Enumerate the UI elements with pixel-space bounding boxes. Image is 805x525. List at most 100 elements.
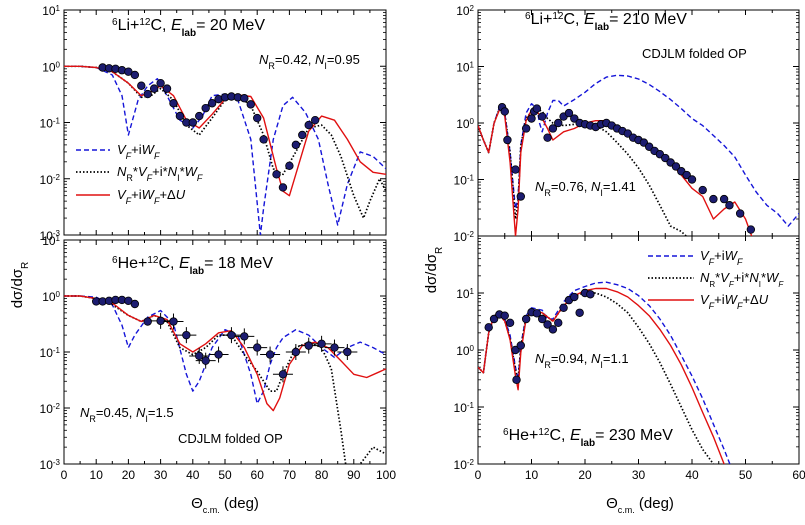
curve-solid [478, 287, 725, 464]
legend-label-renorm: NR*VF+i*NI*WF [117, 164, 203, 183]
data-point [253, 343, 262, 352]
panel-title-he6-18: 6He+12C, Elab= 18 MeV [112, 255, 273, 277]
data-point [698, 185, 707, 195]
norm-annotation-li6-210: NR=0.76, NI=1.41 [535, 179, 636, 198]
data-point [278, 370, 288, 379]
data-point [554, 318, 563, 328]
data-point [512, 375, 521, 385]
x-tick-label: 10 [525, 468, 539, 482]
data-point [310, 115, 320, 125]
data-point [500, 107, 509, 116]
data-point [272, 170, 281, 179]
data-point [207, 99, 217, 108]
data-point [554, 118, 563, 128]
curve-dotted [64, 65, 386, 219]
method-annotation-li6-210: CDJLM folded OP [642, 46, 747, 61]
data-point [343, 347, 352, 357]
data-point [575, 308, 584, 317]
y-tick-label: 101 [42, 4, 60, 19]
data-point [298, 130, 307, 140]
legend-li6-20: VF+iWF NR*VF+i*NI*WF VF+iWF+ΔU [76, 142, 203, 206]
data-point [304, 341, 313, 350]
data-point [201, 103, 210, 113]
x-tick-label: 0 [61, 468, 68, 482]
data-point [527, 114, 536, 123]
curve-dashed [478, 281, 731, 464]
data-point [188, 118, 197, 127]
data-point [162, 84, 172, 93]
x-axis-label-left: Θc.m. (deg) [191, 495, 259, 515]
curve-dashed [64, 65, 386, 235]
y-tick-label: 10-1 [40, 116, 61, 131]
data-point [735, 209, 745, 218]
data-point [559, 303, 568, 312]
data-point [709, 194, 718, 204]
data-point [137, 81, 146, 90]
data-point [240, 332, 249, 341]
method-annotation-he6-18: CDJLM folded OP [178, 431, 283, 446]
data-point [503, 135, 512, 145]
data-point [259, 135, 268, 144]
data-point [317, 339, 326, 349]
x-tick-label: 10 [90, 468, 104, 482]
panel-title-li6-20: 6Li+12C, Elab= 20 MeV [112, 17, 265, 39]
data-point [201, 356, 210, 365]
y-tick-label: 10-1 [454, 173, 475, 188]
x-tick-label: 30 [632, 468, 646, 482]
y-tick-label: 101 [42, 234, 60, 249]
data-point [532, 104, 542, 113]
data-point [532, 309, 542, 318]
data-point [511, 345, 520, 355]
y-tick-label: 10-3 [40, 458, 61, 473]
legend-label-du: VF+iWF+ΔU [117, 187, 186, 206]
data-point [330, 343, 339, 352]
y-tick-label: 10-3 [40, 229, 61, 244]
x-axis-label-right: Θc.m. (deg) [606, 495, 674, 515]
x-tick-label: 70 [283, 468, 297, 482]
legend-label-vf-iwf-2: VF+iWF [700, 248, 743, 267]
x-tick-label: 20 [578, 468, 592, 482]
y-tick-label: 101 [456, 60, 474, 75]
curve-dotted [478, 292, 715, 464]
x-tick-label: 20 [122, 468, 136, 482]
data-point [505, 318, 515, 328]
x-tick-label: 60 [251, 468, 265, 482]
curve-dashed [478, 74, 799, 227]
data-point [149, 84, 159, 93]
curve-solid [64, 295, 386, 412]
x-tick-label: 50 [218, 468, 232, 482]
data-point [195, 351, 204, 361]
y-tick-label: 10-2 [40, 172, 61, 187]
data-point [169, 317, 178, 326]
data-point [725, 201, 734, 210]
legend-label-vf-iwf: VF+iWF [117, 142, 160, 161]
panel-title-he6-230: 6He+12C, Elab= 230 MeV [503, 427, 673, 449]
data-point [682, 170, 691, 180]
data-point [671, 162, 681, 171]
data-point [175, 111, 185, 121]
data-point [543, 133, 552, 142]
data-point [746, 225, 756, 234]
x-tick-label: 40 [685, 468, 699, 482]
data-point [130, 299, 140, 309]
data-point [516, 341, 525, 350]
curve-dotted [64, 295, 386, 464]
data-point [143, 317, 152, 326]
data-point [253, 113, 262, 123]
data-point [511, 165, 520, 174]
data-point [661, 153, 670, 163]
legend-label-renorm-2: NR*VF+i*NI*WF [700, 270, 784, 289]
y-tick-label: 10-2 [454, 458, 475, 473]
curve-solid [478, 107, 753, 236]
legend-he6-230: VF+iWF NR*VF+i*NI*WF VF+iWF+ΔU [648, 248, 784, 311]
data-point [719, 194, 729, 204]
data-point [543, 320, 552, 329]
data-point [156, 78, 165, 88]
data-point [538, 314, 547, 324]
data-point [130, 70, 140, 80]
data-point [516, 192, 525, 201]
data-point [548, 124, 558, 133]
data-point [570, 114, 579, 123]
